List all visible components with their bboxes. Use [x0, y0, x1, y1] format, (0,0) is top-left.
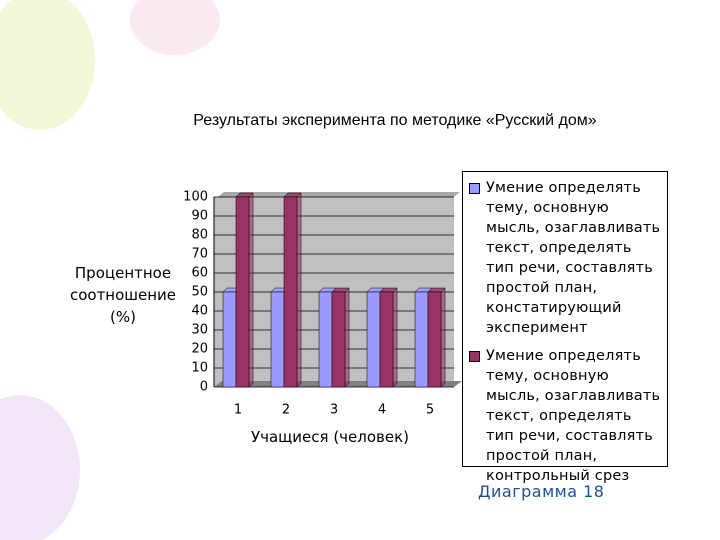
bar-side [248, 192, 254, 388]
y-tick-label: 90 [191, 209, 208, 224]
decor-balloon [0, 0, 95, 130]
legend-label: Умение определять тему, основную мысль, … [486, 348, 661, 484]
legend-item: Умение определять тему, основную мысль, … [467, 346, 663, 486]
y-axis-label: Процентное соотношение (%) [69, 264, 177, 326]
legend: Умение определять тему, основную мысль, … [462, 171, 668, 484]
decor-balloon [0, 395, 80, 540]
y-tick-label: 100 [183, 190, 208, 205]
y-tick-label: 20 [191, 342, 208, 357]
y-tick-label: 80 [191, 228, 208, 243]
bar-side [392, 287, 398, 388]
bar [414, 291, 429, 388]
y-tick-label: 40 [191, 304, 208, 319]
y-tick-label: 30 [191, 323, 208, 338]
x-tick-label: 4 [378, 403, 386, 418]
y-tick-label: 50 [191, 285, 208, 300]
bar [331, 291, 346, 388]
bar [318, 291, 333, 388]
bar [222, 291, 237, 388]
bar [270, 291, 285, 388]
legend-swatch [469, 351, 480, 362]
legend-item: Умение определять тему, основную мысль, … [467, 178, 663, 338]
y-tick-label: 60 [191, 266, 208, 281]
bar-side [440, 287, 446, 388]
bar [366, 291, 381, 388]
x-tick-label: 5 [426, 403, 434, 418]
x-tick-label: 3 [330, 403, 338, 418]
decor-balloon [130, 0, 220, 55]
chart-title: Результаты эксперимента по методике «Рус… [193, 112, 597, 129]
bar [427, 291, 442, 388]
x-tick-label: 2 [282, 403, 290, 418]
bar [235, 196, 250, 388]
legend-swatch [469, 183, 480, 194]
legend-label: Умение определять тему, основную мысль, … [486, 180, 661, 336]
bar-side [296, 192, 302, 388]
y-tick-label: 0 [200, 380, 208, 395]
caption: Диаграмма 18 [478, 482, 605, 501]
y-tick-label: 70 [191, 247, 208, 262]
bar [283, 196, 298, 388]
bar [379, 291, 394, 388]
y-tick-label: 10 [191, 361, 208, 376]
bar-side [344, 287, 350, 388]
x-axis-label: Учащиеся (человек) [250, 428, 410, 446]
x-tick-label: 1 [234, 403, 242, 418]
